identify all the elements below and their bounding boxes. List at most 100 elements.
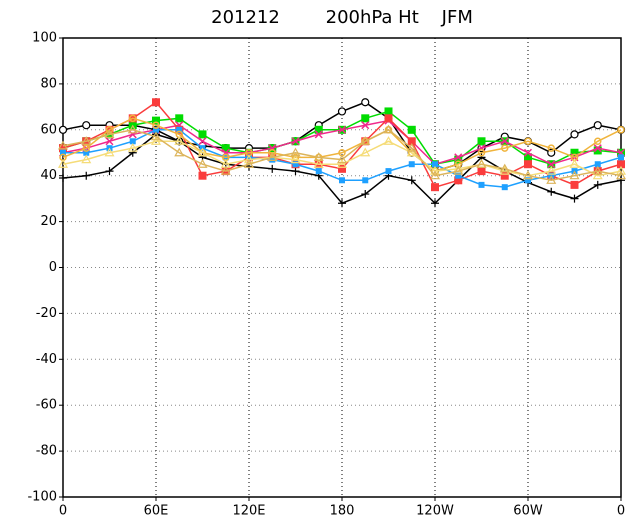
marker (500, 137, 509, 146)
marker (570, 194, 579, 203)
x-tick-label: 120E (232, 504, 265, 519)
marker (547, 160, 556, 169)
x-tick-label: 0 (59, 504, 67, 519)
y-tick-label: 100 (32, 31, 57, 46)
marker (268, 149, 276, 157)
marker (246, 154, 252, 161)
marker (524, 137, 532, 146)
x-tick-label: 60W (513, 504, 543, 519)
y-tick-label: 80 (40, 76, 57, 91)
marker (83, 149, 90, 156)
marker (313, 159, 324, 168)
marker (522, 170, 534, 180)
marker (338, 164, 346, 173)
marker (547, 187, 556, 196)
marker (104, 147, 115, 157)
marker (269, 156, 276, 163)
marker (570, 180, 579, 189)
marker (593, 121, 602, 130)
marker (454, 155, 463, 164)
marker (499, 163, 510, 173)
marker (615, 170, 627, 180)
marker (267, 152, 278, 161)
marker (429, 165, 441, 175)
marker (429, 170, 441, 180)
marker (455, 172, 462, 179)
marker (175, 114, 184, 123)
marker (524, 160, 532, 169)
marker (314, 130, 323, 139)
marker (57, 140, 69, 150)
y-tick-label: -80 (36, 444, 57, 459)
marker (60, 149, 66, 156)
marker (314, 125, 323, 134)
marker (197, 159, 208, 168)
marker (594, 137, 602, 146)
marker (499, 165, 510, 175)
marker (361, 98, 370, 107)
marker (105, 137, 114, 146)
marker (407, 125, 416, 134)
marker (431, 183, 439, 192)
marker (432, 161, 438, 168)
marker (592, 165, 603, 175)
marker (315, 168, 322, 175)
marker (569, 170, 580, 180)
marker (406, 142, 417, 152)
y-tick-label: 60 (40, 122, 57, 137)
marker (431, 199, 439, 208)
marker (546, 165, 557, 175)
marker (477, 137, 486, 146)
marker (57, 159, 69, 168)
marker (337, 107, 347, 116)
marker (500, 171, 509, 180)
marker (150, 131, 162, 141)
marker (174, 147, 185, 157)
marker (454, 153, 463, 162)
marker (385, 168, 392, 175)
marker (81, 136, 92, 145)
marker (152, 121, 160, 129)
marker (477, 167, 486, 176)
marker (501, 144, 509, 152)
marker (501, 184, 508, 191)
marker (337, 125, 347, 134)
marker (243, 154, 255, 164)
marker (176, 126, 183, 133)
marker (361, 121, 370, 130)
marker (546, 175, 557, 184)
marker (82, 171, 91, 180)
marker (570, 148, 579, 157)
marker (128, 130, 137, 139)
marker (198, 137, 207, 146)
marker (152, 98, 160, 107)
series-line (62, 128, 622, 182)
marker (105, 126, 114, 134)
series-line (62, 117, 622, 172)
marker (82, 144, 90, 152)
marker (197, 147, 208, 157)
marker (150, 136, 162, 145)
y-tick-label: -40 (36, 352, 57, 367)
marker (478, 181, 485, 188)
y-tick-label: -20 (36, 306, 57, 321)
marker (406, 147, 417, 157)
marker (570, 130, 579, 139)
marker (593, 180, 602, 189)
marker (477, 149, 486, 157)
marker (384, 114, 393, 123)
marker (291, 167, 300, 176)
marker (384, 107, 393, 116)
marker (617, 160, 625, 169)
x-tick-label: 120W (416, 504, 454, 519)
marker (129, 138, 136, 145)
marker (617, 126, 625, 134)
y-tick-label: 20 (40, 214, 57, 229)
marker (82, 121, 91, 130)
marker (59, 173, 67, 182)
marker (383, 136, 394, 145)
marker (476, 159, 487, 168)
marker (313, 152, 324, 161)
